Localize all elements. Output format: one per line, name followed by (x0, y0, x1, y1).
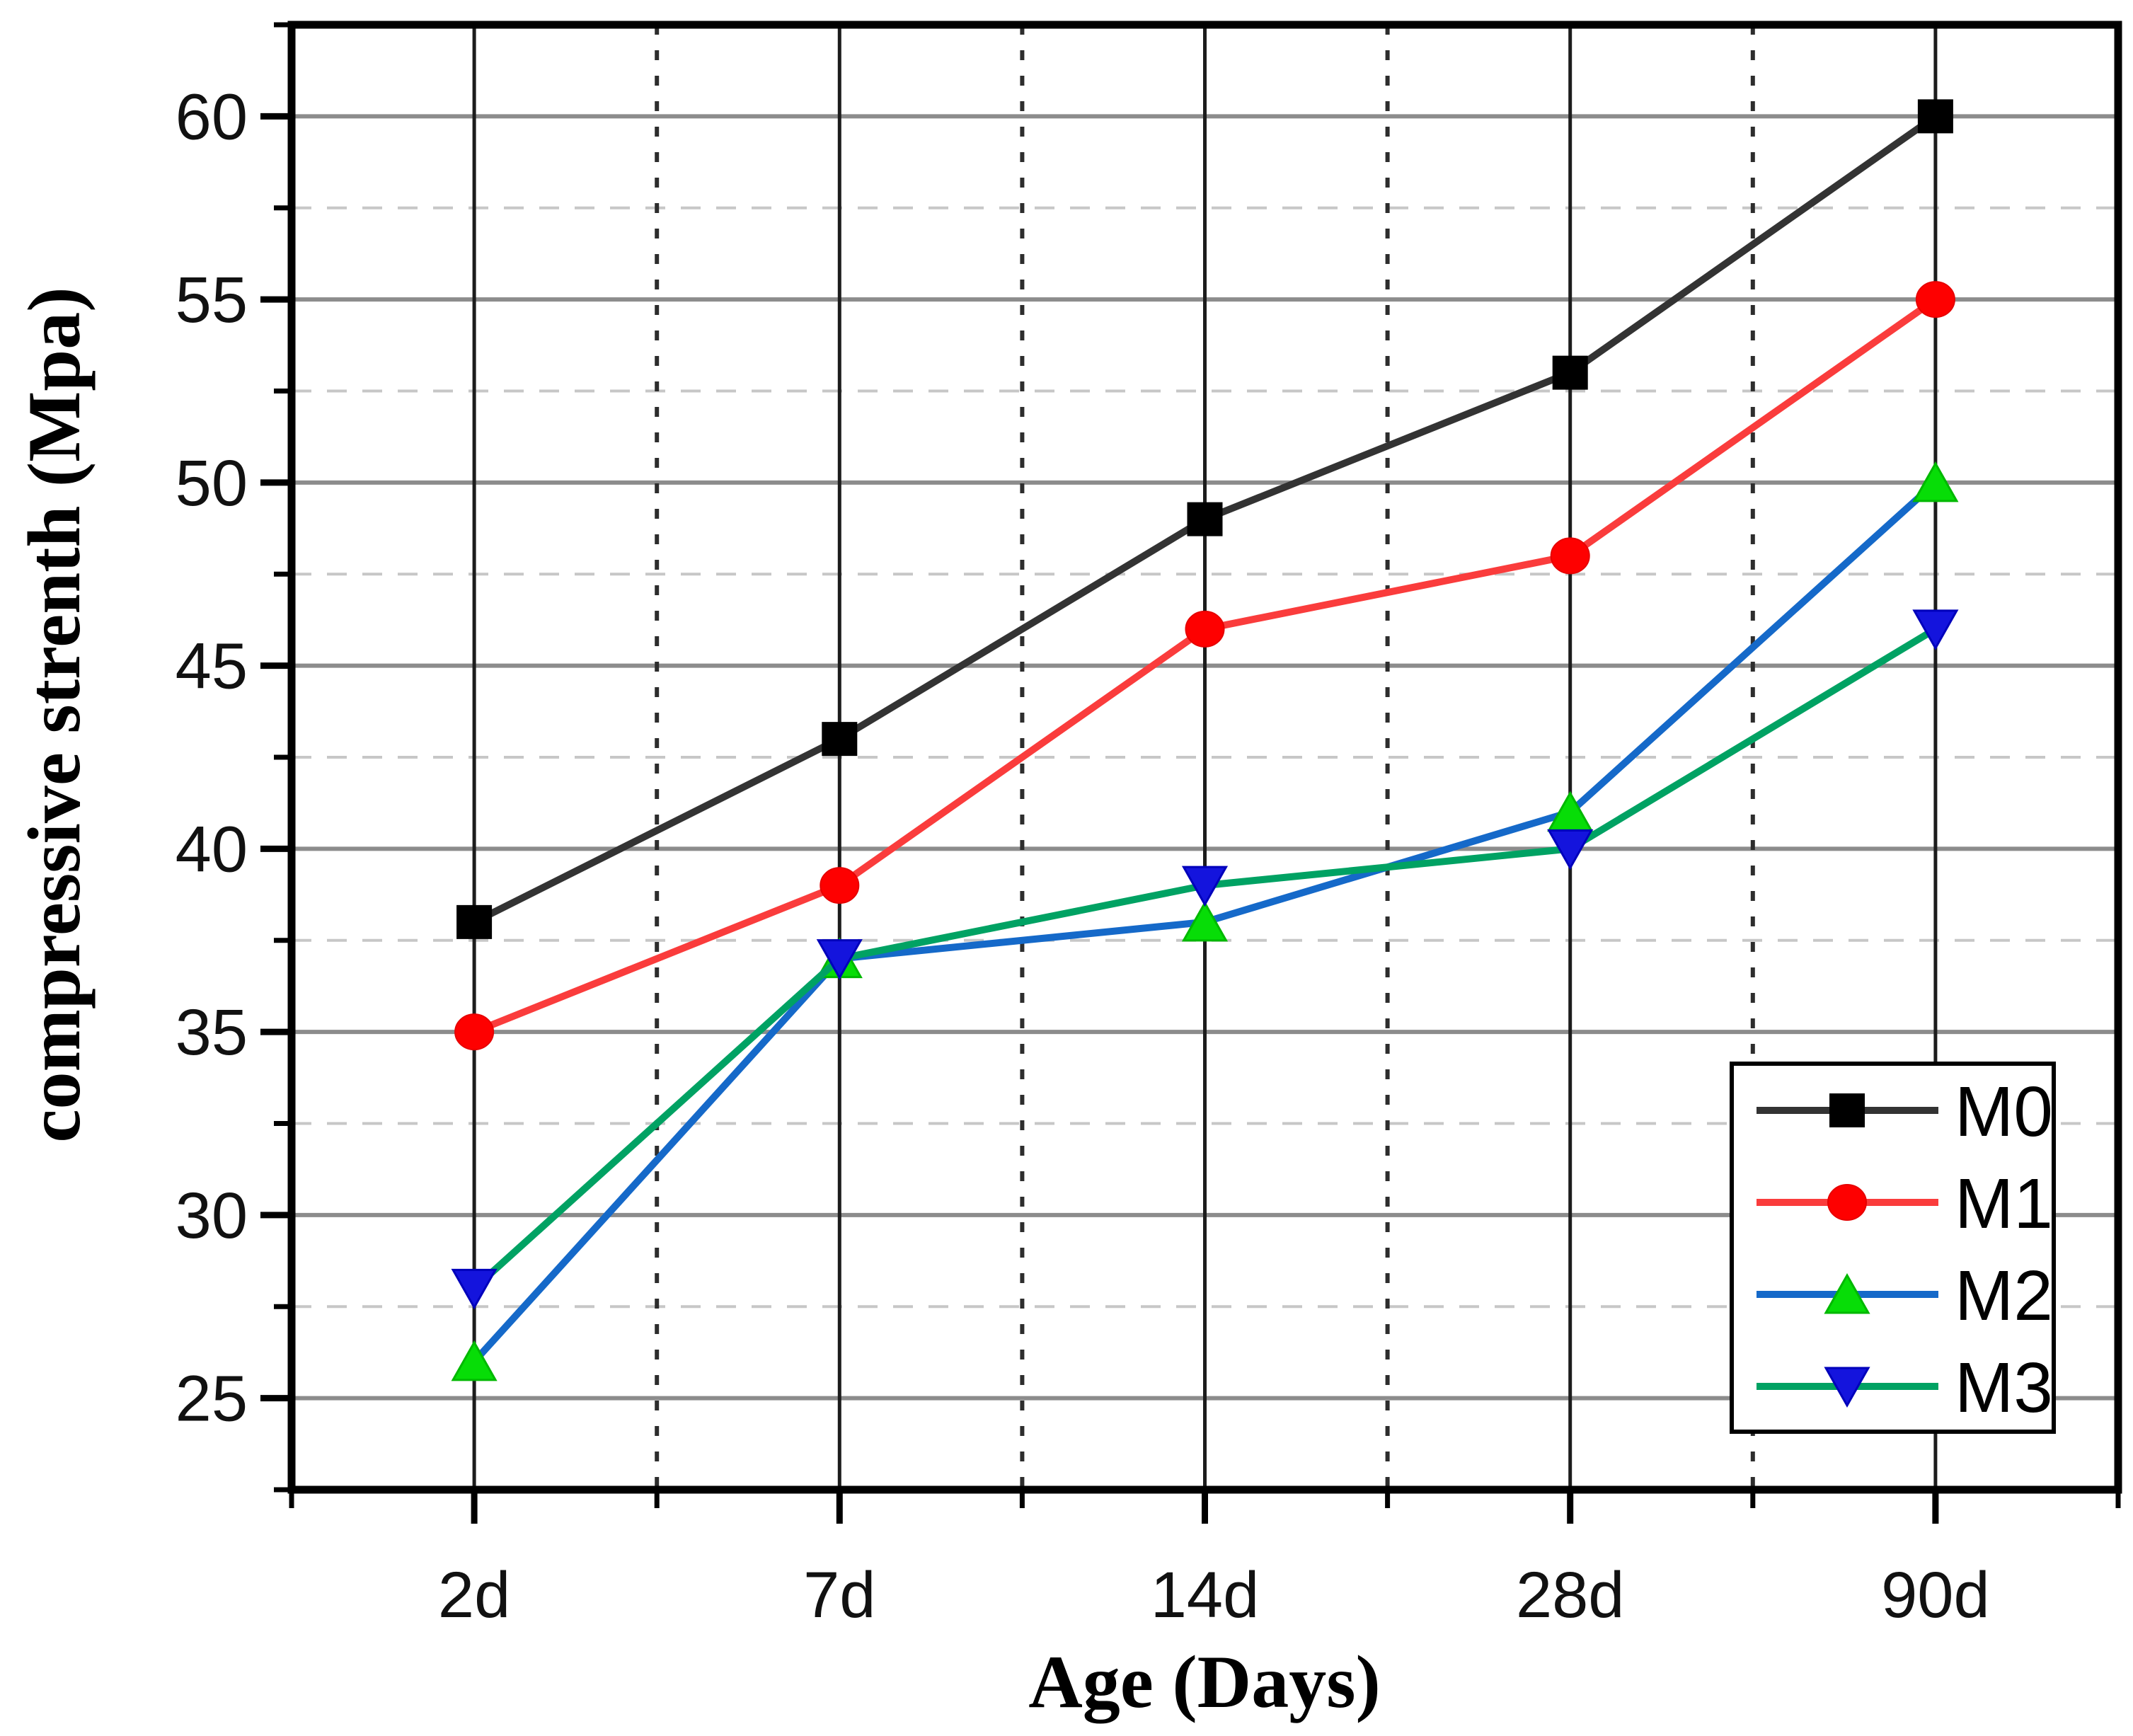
y-tick-label: 25 (176, 1363, 248, 1435)
y-tick-label: 50 (176, 447, 248, 519)
x-tick-label: 28d (1516, 1559, 1625, 1631)
data-point-square (1829, 1093, 1865, 1127)
data-point-triangle-down (1824, 1367, 1870, 1408)
legend-item: M1 (1757, 1164, 2053, 1243)
y-tick-label: 55 (176, 264, 248, 336)
data-point-triangle-up (1912, 461, 1959, 502)
data-point-circle (1827, 1184, 1867, 1221)
data-point-square (822, 722, 858, 757)
data-point-square (1187, 502, 1223, 536)
data-point-circle (1185, 610, 1225, 648)
data-point-triangle-down (1912, 609, 1959, 650)
data-point-triangle-up (1181, 900, 1229, 942)
legend-item: M0 (1757, 1072, 2053, 1151)
legend-label: M3 (1955, 1348, 2053, 1427)
y-tick-label: 40 (176, 813, 248, 885)
legend: M0 M1 M2 M3 (1730, 1062, 2056, 1434)
data-point-circle (820, 867, 860, 904)
series-M1 (454, 281, 1955, 1051)
ticks-layer (260, 22, 2121, 1524)
y-tick-label: 60 (176, 81, 248, 153)
y-tick-label: 35 (176, 996, 248, 1069)
series-layer (451, 99, 1959, 1381)
tick-labels-layer: 25 30 35 40 45 50 55 60 2d 7d 14d 28d 90d (176, 81, 1990, 1631)
x-axis-title: Age (Days) (1028, 1640, 1381, 1723)
x-tick-label: 7d (803, 1559, 875, 1631)
data-point-triangle-up (1824, 1272, 1870, 1314)
data-point-square (456, 904, 493, 939)
y-tick-label: 45 (176, 631, 248, 703)
data-point-triangle-up (451, 1340, 498, 1381)
data-point-circle (1915, 281, 1955, 318)
x-tick-label: 90d (1881, 1559, 1990, 1631)
legend-box (1730, 1062, 2056, 1434)
data-point-triangle-down (816, 939, 863, 980)
legend-label: M2 (1955, 1256, 2053, 1335)
legend-label: M0 (1955, 1072, 2053, 1151)
series-M0 (456, 99, 1953, 939)
data-point-triangle-down (1181, 866, 1229, 907)
data-point-circle (454, 1013, 495, 1051)
legend-item: M2 (1757, 1256, 2053, 1335)
gridlines-layer (292, 25, 2118, 1490)
data-point-triangle-down (451, 1268, 498, 1310)
y-tick-label: 30 (176, 1180, 248, 1252)
series-M3 (451, 609, 1959, 1310)
x-tick-label: 14d (1151, 1559, 1260, 1631)
legend-item: M3 (1757, 1348, 2053, 1427)
data-point-circle (1550, 537, 1590, 575)
legend-label: M1 (1955, 1164, 2053, 1243)
data-point-triangle-down (1547, 829, 1594, 870)
data-point-square (1552, 355, 1588, 390)
x-tick-label: 2d (438, 1559, 510, 1631)
data-point-square (1917, 99, 1953, 134)
y-axis-title: compressive strenth (Mpa) (13, 287, 96, 1142)
